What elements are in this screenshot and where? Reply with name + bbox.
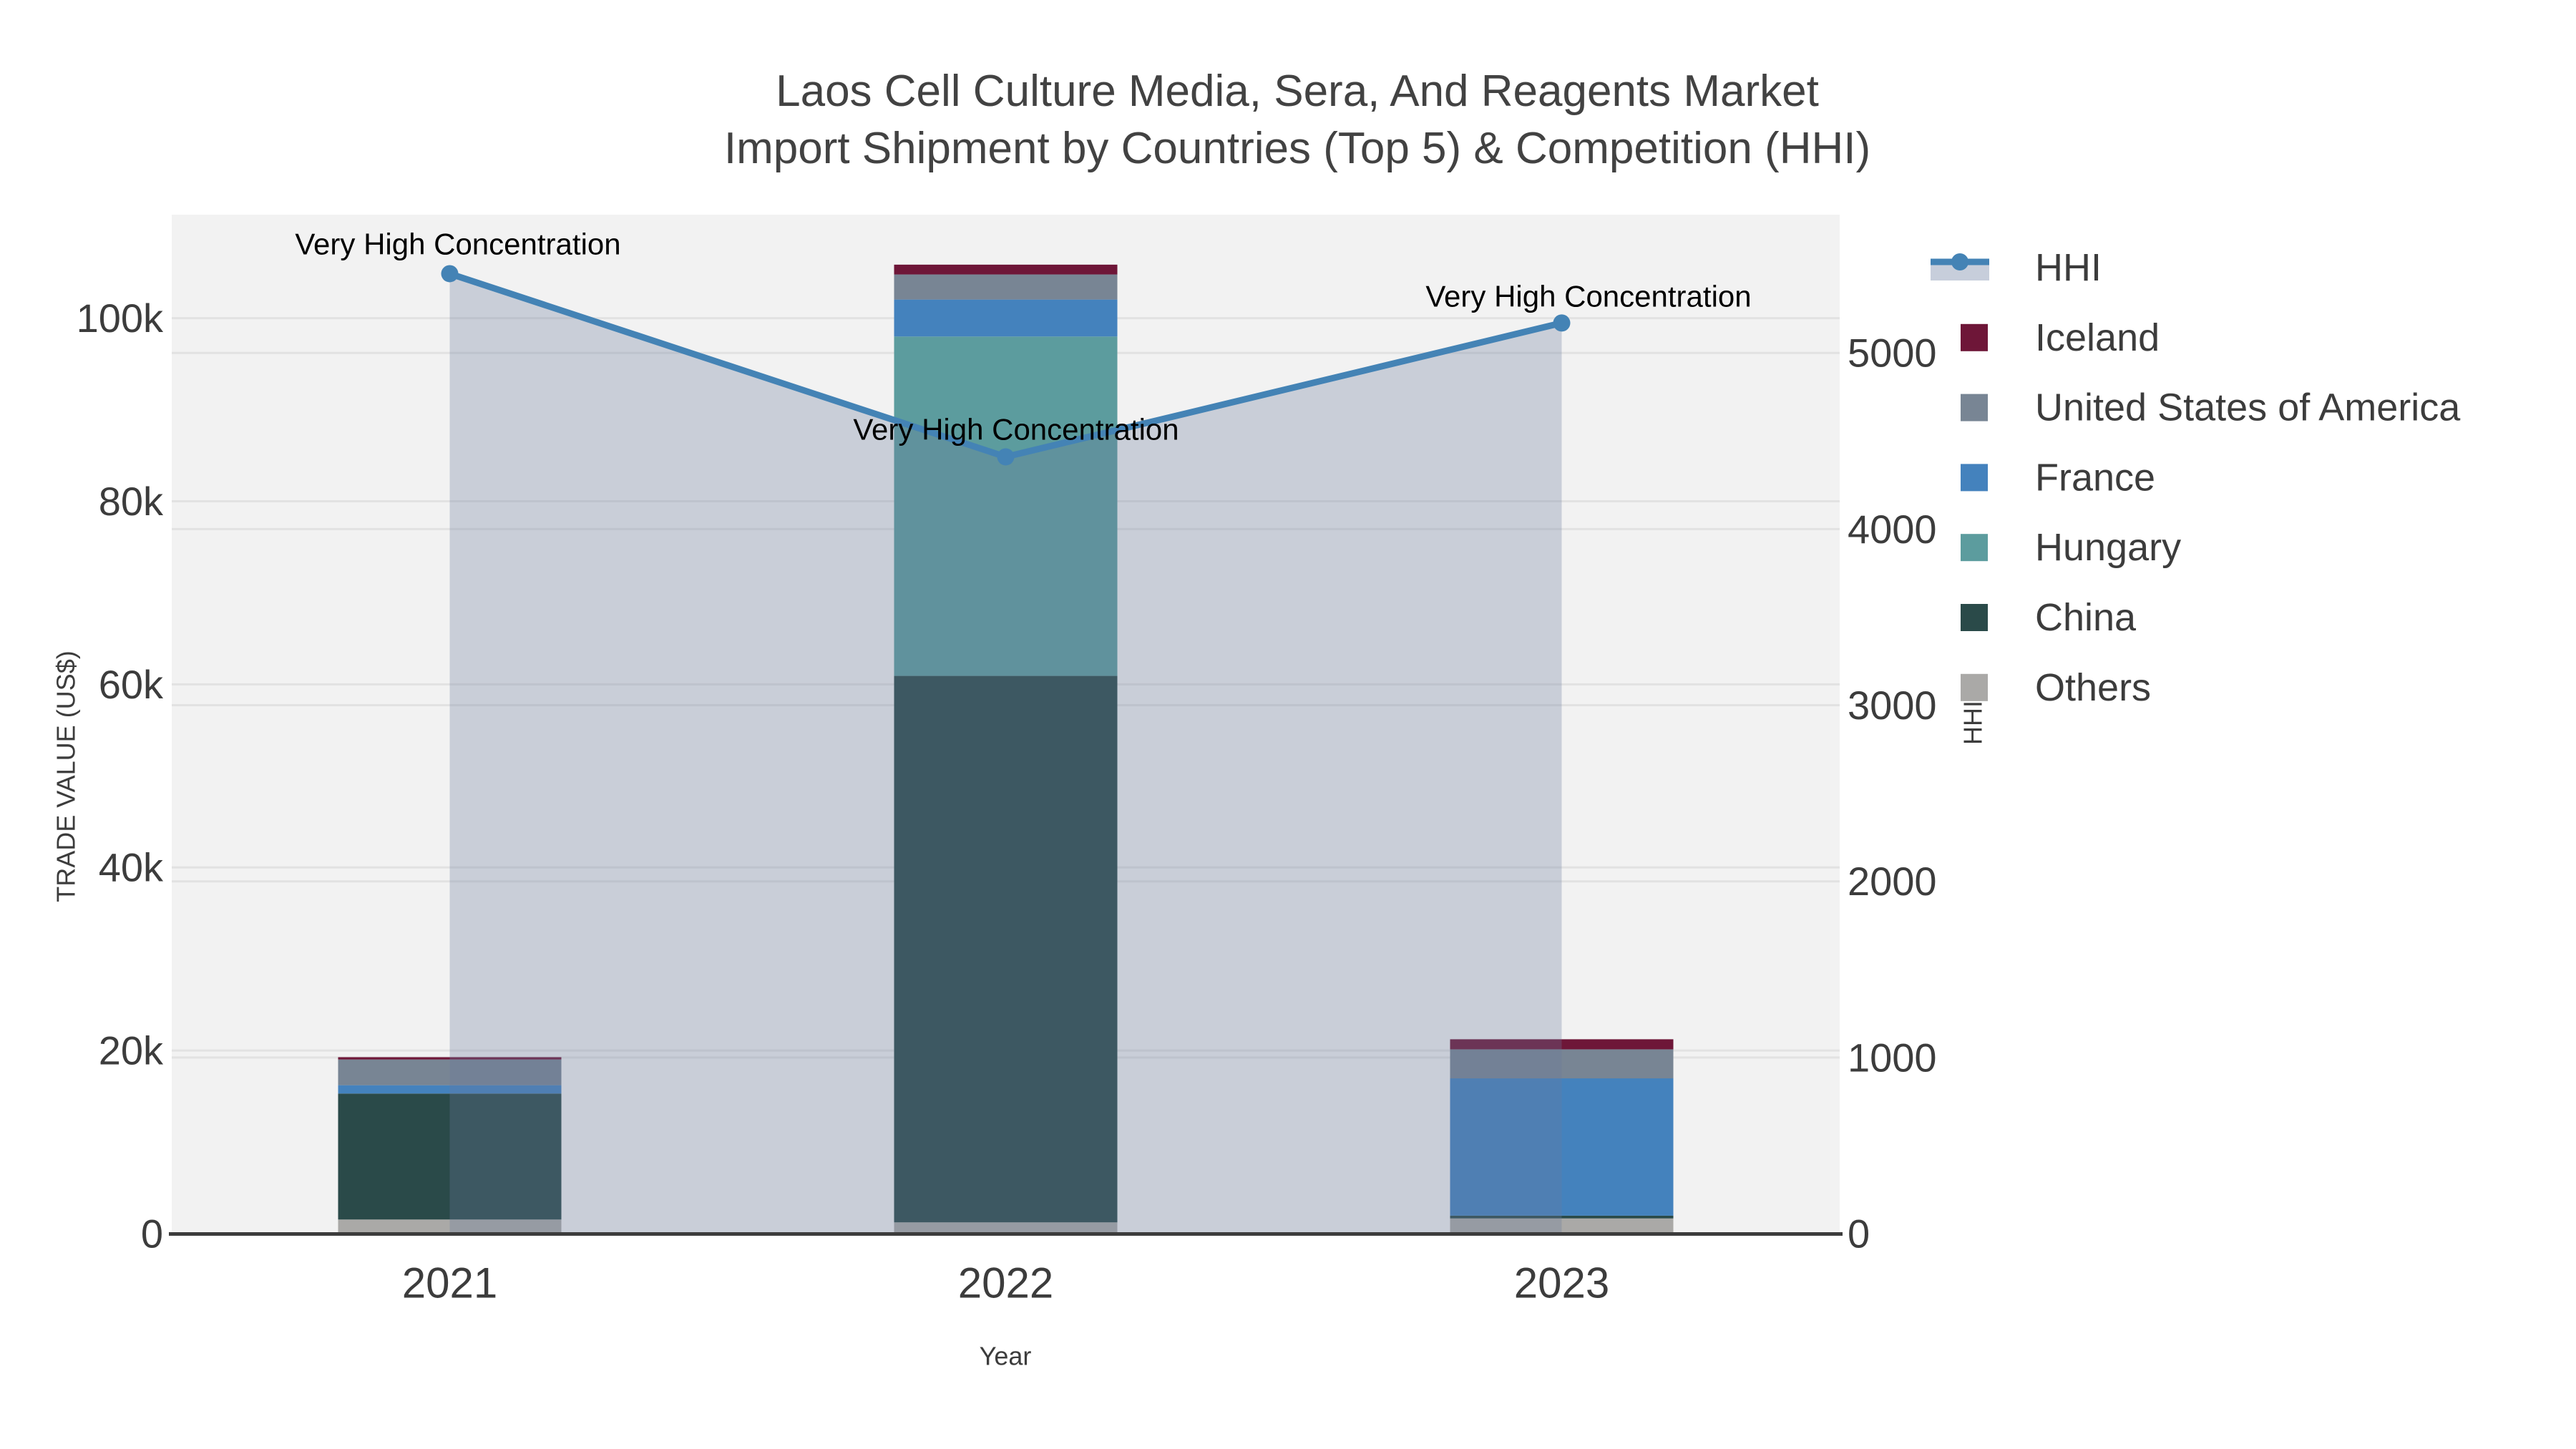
bar-segment-others-2023[interactable] [1450, 1218, 1674, 1234]
bar-segment-united-states-of-america-2021[interactable] [338, 1059, 562, 1085]
x-tick-2022: 2022 [958, 1259, 1053, 1307]
x-tick-2023: 2023 [1514, 1259, 1609, 1307]
y-right-tick-5000: 5000 [1848, 331, 1937, 376]
bar-segment-iceland-2021[interactable] [338, 1057, 562, 1060]
legend-label-united-states-of-america: United States of America [2035, 386, 2461, 429]
legend-label-iceland: Iceland [2035, 316, 2160, 359]
legend-label-others: Others [2035, 666, 2151, 709]
chart-title: Laos Cell Culture Media, Sera, And Reage… [19, 63, 2576, 177]
y-left-tick-80k: 80k [99, 479, 164, 524]
y-right-tick-3000: 3000 [1848, 683, 1937, 728]
legend: HHI Iceland United States of America France… [1931, 246, 2461, 709]
legend-swatch-france [1961, 464, 1988, 492]
bar-segment-united-states-of-america-2022[interactable] [894, 274, 1118, 300]
x-axis-line [169, 1232, 1843, 1236]
annotation-2022: Very High Concentration [853, 413, 1179, 447]
legend-label-china: China [2035, 596, 2137, 639]
y-right-tick-0: 0 [1848, 1211, 1870, 1257]
legend-swatch-united-states-of-america [1961, 394, 1988, 421]
annotation-2021: Very High Concentration [295, 228, 620, 261]
annotation-2023: Very High Concentration [1425, 280, 1751, 313]
legend-hhi-marker-icon [1951, 253, 1968, 270]
y-left-tick-0: 0 [141, 1211, 163, 1257]
y-left-tick-20k: 20k [99, 1028, 164, 1073]
hhi-area-fill [449, 273, 1562, 1234]
y-right-tick-2000: 2000 [1848, 859, 1937, 904]
x-axis-title: Year [980, 1342, 1032, 1371]
bar-segment-iceland-2023[interactable] [1450, 1039, 1674, 1050]
legend-item-hhi[interactable]: HHI [1931, 246, 2102, 289]
legend-item-united-states-of-america[interactable]: United States of America [1961, 386, 2461, 429]
hhi-marker-2023[interactable] [1553, 314, 1571, 332]
legend-item-iceland[interactable]: Iceland [1961, 316, 2160, 359]
legend-item-others[interactable]: Others [1961, 666, 2151, 709]
y-right-tick-1000: 1000 [1848, 1035, 1937, 1080]
bar-segment-france-2023[interactable] [1450, 1078, 1674, 1216]
legend-item-france[interactable]: France [1961, 456, 2155, 499]
legend-item-hungary[interactable]: Hungary [1961, 526, 2181, 569]
y-left-axis-title: TRADE VALUE (US$) [52, 650, 81, 902]
bar-segment-china-2022[interactable] [894, 675, 1118, 1223]
legend-swatch-china [1961, 604, 1988, 631]
bar-segment-others-2022[interactable] [894, 1222, 1118, 1234]
legend-swatch-hungary [1961, 534, 1988, 562]
legend-label-hungary: Hungary [2035, 526, 2181, 569]
chart-title-line1: Laos Cell Culture Media, Sera, And Reage… [776, 67, 1819, 116]
legend-item-china[interactable]: China [1961, 596, 2137, 639]
y-left-tick-60k: 60k [99, 662, 164, 707]
y-right-axis-title: HHI [1958, 701, 1988, 745]
y-right-tick-4000: 4000 [1848, 507, 1937, 552]
legend-hhi-fill-swatch [1931, 265, 1989, 280]
bar-segment-united-states-of-america-2023[interactable] [1450, 1049, 1674, 1079]
y-left-tick-100k: 100k [77, 296, 164, 341]
legend-label-france: France [2035, 456, 2155, 499]
bar-segment-china-2021[interactable] [338, 1093, 562, 1220]
bar-segment-hungary-2022[interactable] [894, 336, 1118, 676]
x-tick-2021: 2021 [402, 1259, 497, 1307]
hhi-marker-2022[interactable] [997, 448, 1015, 466]
legend-swatch-others [1961, 673, 1988, 701]
bar-segment-france-2021[interactable] [338, 1085, 562, 1094]
chart-title-line2: Import Shipment by Countries (Top 5) & C… [723, 124, 1871, 173]
bar-segment-iceland-2022[interactable] [894, 264, 1118, 275]
bar-segment-others-2021[interactable] [338, 1219, 562, 1234]
hhi-marker-2021[interactable] [441, 265, 459, 283]
bar-segment-france-2022[interactable] [894, 299, 1118, 337]
bar-series-group [338, 264, 1674, 1234]
legend-label-hhi: HHI [2035, 246, 2102, 289]
y-left-tick-40k: 40k [99, 845, 164, 890]
bar-segment-china-2023[interactable] [1450, 1215, 1674, 1219]
legend-swatch-iceland [1961, 323, 1988, 351]
